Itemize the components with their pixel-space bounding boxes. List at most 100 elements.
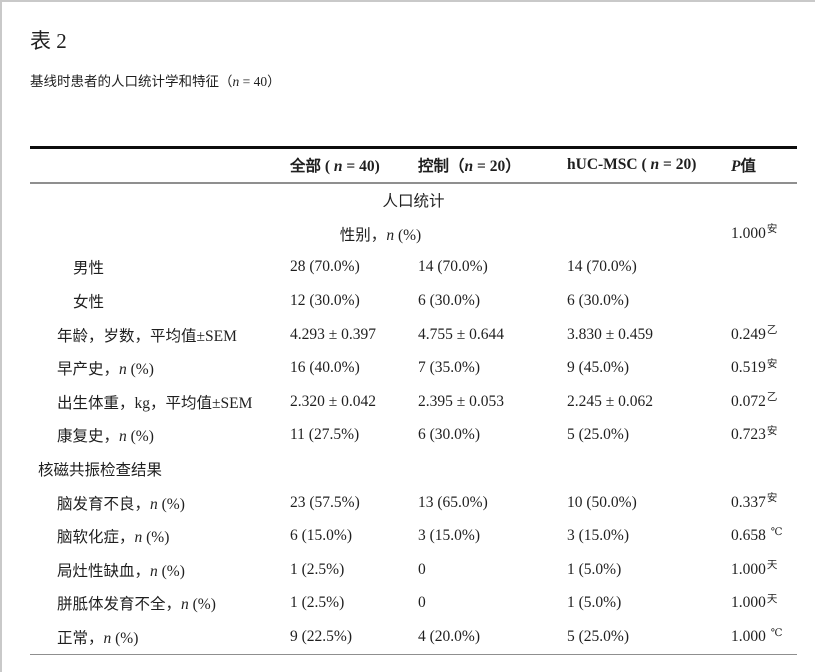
text-run: 正常，: [57, 630, 104, 648]
value-cell: 2.395 ± 0.053: [418, 392, 505, 410]
text-run: (%): [111, 630, 139, 648]
value-cell: 12 (30.0%): [290, 292, 360, 310]
value-cell: 3.830 ± 0.459: [567, 325, 654, 343]
value-cell: 6 (30.0%): [567, 292, 629, 310]
row-label: 正常，n (%): [30, 626, 290, 648]
table-row: 胼胝体发育不全，n (%) 1 (2.5%) 0 1 (5.0%) 1.000天: [30, 587, 797, 621]
variable-italic: n: [464, 158, 474, 176]
variable-italic: n: [134, 529, 143, 547]
table-row: 早产史，n (%) 16 (40.0%) 7 (35.0%) 9 (45.0%) 0.5…: [30, 351, 797, 385]
value-cell: 1 (5.0%): [567, 594, 622, 612]
header-col-control: 控制（n = 20）: [418, 154, 567, 176]
value-cell: 7 (35.0%): [418, 359, 480, 377]
text-run: hUC-MSC (: [567, 156, 651, 174]
text-run: 女性: [73, 294, 105, 312]
variable-italic: n: [103, 630, 112, 648]
row-label: 局灶性缺血，n (%): [30, 559, 290, 581]
value-cell: 6 (15.0%): [290, 527, 352, 545]
p-value-cell: 1.000天: [731, 560, 797, 579]
table-title: 表 2: [30, 29, 67, 53]
p-value: 0.337: [731, 493, 766, 511]
value-cell: 0: [418, 560, 426, 578]
row-label-merged: 性别，n (%): [30, 223, 731, 245]
table-header-rule: [30, 182, 797, 184]
row-label: 出生体重，kg，平均值±SEM: [30, 391, 290, 413]
value-cell: 2.245 ± 0.062: [567, 392, 654, 410]
p-value-footnote-marker: 天: [766, 560, 778, 572]
p-value: 0.249: [731, 325, 766, 343]
p-value-cell: 1.000天: [731, 594, 797, 612]
header-col-all: 全部 ( n = 40): [290, 154, 418, 176]
value-cell: 9 (22.5%): [290, 628, 352, 646]
value-cell: 28 (70.0%): [290, 258, 360, 276]
value-cell: 11 (27.5%): [290, 426, 360, 444]
table-row: 脑软化症，n (%) 6 (15.0%) 3 (15.0%) 3 (15.0%) 0.6…: [30, 519, 797, 553]
text-run: = 20）: [473, 158, 521, 176]
table-body: 人口统计 性别，n (%) 1.000安 男性 28 (70.0%) 14 (70.0%)…: [30, 184, 797, 654]
text-run: (%): [126, 428, 154, 446]
text-run: (%): [126, 361, 154, 379]
variable-italic: n: [232, 74, 240, 89]
variable-italic: n: [150, 562, 158, 580]
value-cell: 3 (15.0%): [567, 527, 629, 545]
p-value: 1.000: [731, 594, 766, 612]
text-run: 早产史，: [57, 361, 120, 379]
p-value-footnote-marker: 乙: [766, 392, 778, 404]
text-run: 性别，: [339, 226, 387, 244]
p-value-cell: 0.072乙: [731, 392, 797, 411]
p-value: 1.000: [731, 560, 766, 578]
row-label: 男性: [30, 256, 290, 278]
p-value: 1.000: [731, 628, 766, 646]
variable-italic: n: [119, 428, 127, 446]
table-top-rule: [30, 146, 797, 149]
p-value-footnote-marker: ℃: [770, 627, 783, 639]
table-row: 出生体重，kg，平均值±SEM 2.320 ± 0.042 2.395 ± 0.05…: [30, 385, 797, 419]
variable-italic: n: [181, 596, 189, 614]
header-col-hucmsc: hUC-MSC ( n = 20): [567, 156, 731, 174]
text-run: 核磁共振检查结果: [38, 462, 163, 480]
value-cell: 5 (25.0%): [567, 426, 629, 444]
section-header-centered: 人口统计: [30, 189, 797, 211]
row-label: 早产史，n (%): [30, 357, 290, 379]
text-run: 值: [740, 158, 756, 176]
variable-italic: n: [386, 226, 395, 244]
table-bottom-rule: [30, 653, 797, 656]
p-value: 0.723: [731, 426, 766, 444]
text-run: 康复史，: [57, 428, 120, 446]
value-cell: 3 (15.0%): [418, 527, 480, 545]
value-cell: 2.320 ± 0.042: [290, 392, 377, 410]
p-value-footnote-marker: 安: [766, 425, 778, 437]
text-run: = 20): [659, 156, 697, 174]
text-run: 年龄，岁数，平均值±SEM: [57, 327, 237, 345]
p-value-footnote-marker: 乙: [766, 325, 778, 337]
value-cell: 0: [418, 594, 426, 612]
value-cell: 13 (65.0%): [418, 493, 488, 511]
value-cell: 1 (5.0%): [567, 560, 622, 578]
text-run: 人口统计: [382, 193, 445, 211]
table-section-row: 性别，n (%) 1.000安: [30, 217, 797, 251]
text-run: 局灶性缺血，: [57, 562, 151, 580]
table-section-row: 核磁共振检查结果: [30, 452, 797, 486]
p-value-footnote-marker: ℃: [770, 526, 783, 538]
section-header: 核磁共振检查结果: [30, 458, 797, 480]
value-cell: 6 (30.0%): [418, 292, 480, 310]
p-value-cell: 0.723安: [731, 426, 797, 444]
variable-italic: n: [650, 156, 660, 174]
table-row: 局灶性缺血，n (%) 1 (2.5%) 0 1 (5.0%) 1.000天: [30, 553, 797, 587]
header-col-pvalue: P值: [731, 154, 797, 176]
row-label: 年龄，岁数，平均值±SEM: [30, 324, 290, 346]
p-value-cell: 0.337安: [731, 493, 797, 512]
text-run: (%): [157, 562, 185, 580]
p-value-footnote-marker: 安: [766, 358, 778, 370]
value-cell: 14 (70.0%): [567, 258, 637, 276]
variable-italic: n: [333, 158, 343, 176]
p-value-cell: 0.519安: [731, 359, 797, 377]
text-run: (%): [188, 596, 216, 614]
variable-italic: P: [731, 158, 741, 176]
value-cell: 1 (2.5%): [290, 594, 345, 612]
p-value-footnote-marker: 天: [766, 593, 778, 605]
text-run: 控制（: [418, 158, 465, 176]
table-row: 脑发育不良，n (%) 23 (57.5%) 13 (65.0%) 10 (50.0%…: [30, 486, 797, 520]
p-value: 0.519: [731, 359, 766, 377]
